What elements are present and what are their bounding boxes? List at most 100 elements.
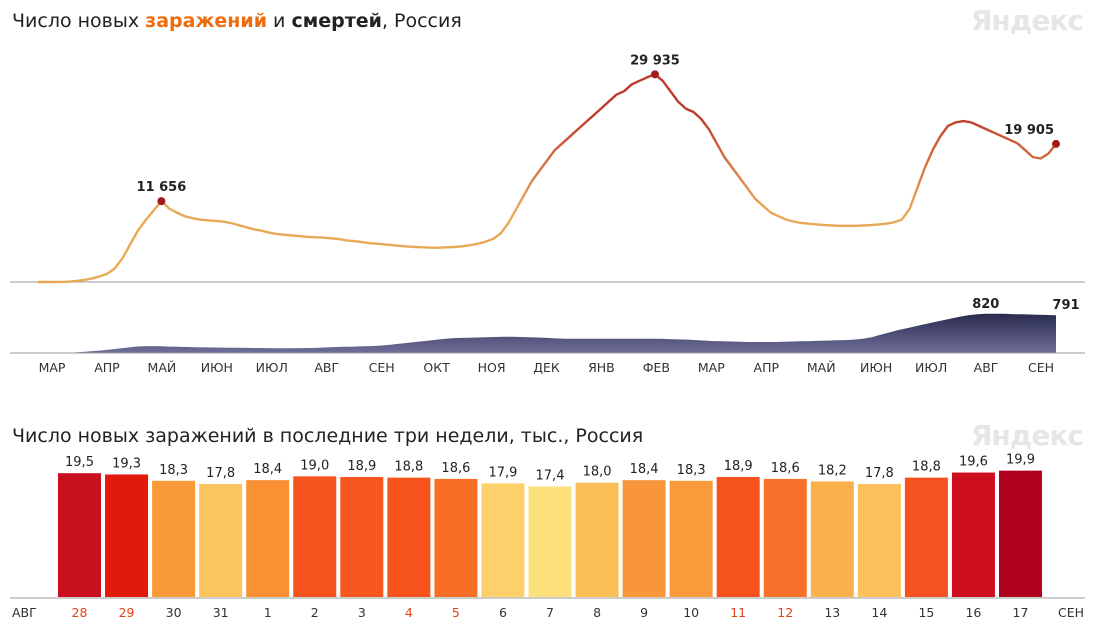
bar — [528, 486, 572, 597]
day-label: 28 — [72, 605, 88, 620]
bar — [340, 476, 384, 597]
peak-marker — [157, 197, 166, 206]
day-label: 30 — [166, 605, 182, 620]
bar — [152, 480, 196, 597]
title-infections: заражений — [145, 10, 268, 32]
day-label: 29 — [119, 605, 135, 620]
bar-value-label: 18,6 — [441, 461, 470, 476]
peak-label: 19 905 — [1004, 123, 1054, 138]
day-label: 2 — [311, 605, 319, 620]
month-label: ИЮН — [201, 360, 233, 375]
bar — [481, 483, 525, 597]
day-label: 5 — [452, 605, 460, 620]
bars-title: Число новых заражений в последние три не… — [12, 425, 644, 447]
day-label: 6 — [499, 605, 507, 620]
month-label: ФЕВ — [643, 360, 670, 375]
bar-value-label: 18,8 — [912, 460, 941, 475]
yandex-logo-bars: Яндекс — [970, 419, 1084, 452]
day-label: 10 — [683, 605, 699, 620]
bar-value-label: 19,6 — [959, 455, 988, 470]
bar-value-label: 18,9 — [724, 459, 753, 474]
deaths-area — [38, 313, 1056, 353]
bar — [199, 483, 243, 597]
month-label: АВГ — [314, 360, 339, 375]
day-label: 12 — [777, 605, 793, 620]
bar — [904, 477, 948, 597]
bar — [857, 483, 901, 597]
bar-value-label: 18,6 — [771, 461, 800, 476]
bar — [575, 482, 619, 597]
month-label: ОКТ — [423, 360, 450, 375]
bar-value-label: 18,0 — [583, 465, 612, 480]
day-label: 3 — [358, 605, 366, 620]
day-label: 9 — [640, 605, 648, 620]
day-label: 14 — [871, 605, 887, 620]
day-label: 17 — [1013, 605, 1029, 620]
bar-value-label: 18,9 — [347, 459, 376, 474]
bar-value-label: 18,2 — [818, 463, 847, 478]
bar-value-label: 18,4 — [630, 462, 659, 477]
bar — [293, 476, 337, 597]
end-month-label: СЕН — [1058, 605, 1084, 620]
bar-value-label: 18,8 — [394, 460, 423, 475]
day-label: 7 — [546, 605, 554, 620]
bar — [810, 481, 854, 597]
month-label: СЕН — [369, 360, 395, 375]
bar — [669, 480, 713, 597]
bar-value-label: 19,3 — [112, 456, 141, 471]
title-suffix: , Россия — [381, 10, 462, 32]
bar-value-label: 19,9 — [1006, 453, 1035, 468]
bar-value-label: 17,4 — [536, 469, 565, 484]
bar-value-label: 17,8 — [865, 466, 894, 481]
bar-value-label: 18,3 — [677, 463, 706, 478]
month-label: МАР — [39, 360, 66, 375]
month-label: ИЮН — [860, 360, 892, 375]
start-month-label: АВГ — [12, 605, 37, 620]
month-label: ИЮЛ — [256, 360, 288, 375]
month-label: ДЕК — [533, 360, 560, 375]
bar — [387, 477, 431, 597]
bar-value-label: 19,0 — [300, 458, 329, 473]
month-label: МАЙ — [148, 360, 177, 375]
bar-value-label: 18,4 — [253, 462, 282, 477]
peak-marker — [1052, 139, 1060, 148]
bar-value-label: 18,3 — [159, 463, 188, 478]
month-label: АПР — [754, 360, 780, 375]
day-label: 15 — [918, 605, 934, 620]
month-label: АВГ — [974, 360, 999, 375]
bar — [999, 470, 1042, 597]
peak-label: 11 656 — [137, 180, 187, 195]
bar — [246, 480, 290, 597]
day-label: 16 — [965, 605, 981, 620]
yandex-logo: Яндекс — [970, 4, 1084, 37]
deaths-last-label: 791 — [1052, 298, 1079, 313]
month-label: СЕН — [1028, 360, 1054, 375]
day-label: 8 — [593, 605, 601, 620]
bar — [434, 478, 478, 597]
day-label: 1 — [264, 605, 272, 620]
bar-value-label: 19,5 — [65, 455, 94, 470]
month-label: НОЯ — [478, 360, 506, 375]
title-prefix: Число новых — [12, 10, 146, 32]
month-label: ЯНВ — [588, 360, 615, 375]
month-label: МАР — [698, 360, 725, 375]
day-label: 11 — [730, 605, 746, 620]
bar-value-label: 17,9 — [488, 465, 517, 480]
infections-line — [38, 73, 1057, 284]
peak-marker — [650, 70, 659, 79]
title-mid: и — [267, 10, 292, 32]
bar — [716, 476, 760, 597]
bar — [105, 474, 149, 597]
deaths-peak-label: 820 — [972, 297, 999, 312]
bar-value-label: 17,8 — [206, 466, 235, 481]
month-label: ИЮЛ — [915, 360, 947, 375]
chart-title: Число новых заражений и смертей, Россия — [12, 10, 462, 32]
day-label: 4 — [405, 605, 413, 620]
bar — [951, 472, 995, 597]
bar — [763, 478, 807, 597]
day-label: 13 — [824, 605, 840, 620]
title-deaths: смертей — [291, 10, 382, 32]
peak-label: 29 935 — [630, 53, 680, 68]
bar — [622, 480, 666, 597]
